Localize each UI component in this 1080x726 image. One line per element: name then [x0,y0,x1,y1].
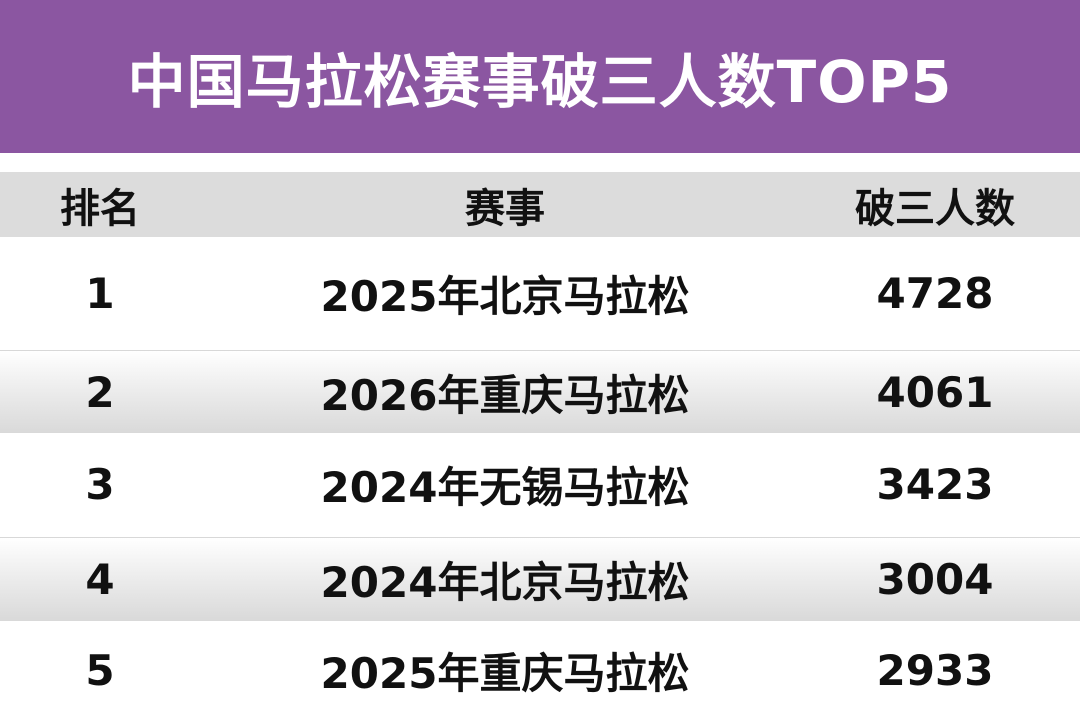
table-header: 排名 赛事 破三人数 [0,172,1080,237]
table-row: 1 2025年北京马拉松 4728 [0,237,1080,350]
rank-cell: 1 [85,269,115,318]
table-row: 5 2025年重庆马拉松 2933 [0,620,1080,720]
event-cell: 2024年北京马拉松 [320,558,690,607]
count-cell: 2933 [876,645,994,695]
rank-cell: 5 [85,645,115,695]
count-cell: 3423 [876,460,994,509]
event-cell: 2025年重庆马拉松 [320,648,690,698]
rank-cell: 3 [85,460,115,509]
header-rank: 排名 [60,185,140,232]
count-cell: 3004 [876,555,994,604]
table-row: 2 2026年重庆马拉松 4061 [0,350,1080,433]
rank-cell: 4 [85,555,115,604]
header-event: 赛事 [465,185,545,232]
page-title: 中国马拉松赛事破三人数TOP5 [0,0,1080,153]
rank-cell: 2 [85,367,115,417]
count-cell: 4728 [876,269,994,318]
event-cell: 2026年重庆马拉松 [320,370,690,420]
table-row: 3 2024年无锡马拉松 3423 [0,432,1080,537]
count-cell: 4061 [876,367,994,417]
table-row: 4 2024年北京马拉松 3004 [0,537,1080,621]
event-cell: 2025年北京马拉松 [320,272,690,321]
header-count: 破三人数 [855,185,1015,232]
event-cell: 2024年无锡马拉松 [320,463,690,512]
